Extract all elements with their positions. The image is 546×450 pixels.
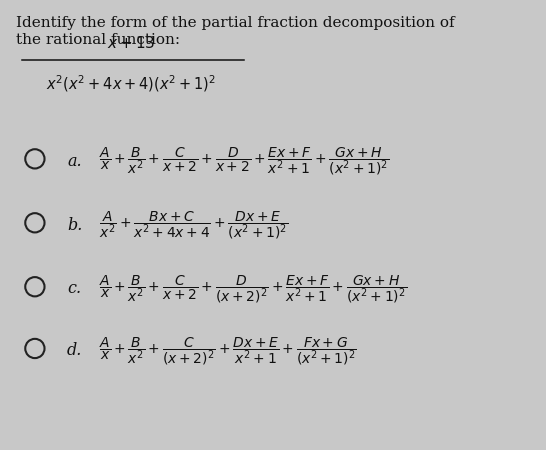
Text: Identify the form of the partial fraction decomposition of: Identify the form of the partial fractio… xyxy=(16,16,455,30)
Text: $\dfrac{A}{x} + \dfrac{B}{x^2} + \dfrac{C}{x+2} + \dfrac{D}{(x+2)^2} + \dfrac{Ex: $\dfrac{A}{x} + \dfrac{B}{x^2} + \dfrac{… xyxy=(99,273,407,305)
Text: the rational function:: the rational function: xyxy=(16,33,180,47)
Text: $\dfrac{A}{x} + \dfrac{B}{x^2} + \dfrac{C}{x+2} + \dfrac{D}{x+2} + \dfrac{Ex+F}{: $\dfrac{A}{x} + \dfrac{B}{x^2} + \dfrac{… xyxy=(99,145,390,177)
Text: $\dfrac{A}{x} + \dfrac{B}{x^2} + \dfrac{C}{(x+2)^2} + \dfrac{Dx+E}{x^2+1} + \dfr: $\dfrac{A}{x} + \dfrac{B}{x^2} + \dfrac{… xyxy=(99,335,357,367)
Text: $x^2(x^2+4x+4)(x^2+1)^2$: $x^2(x^2+4x+4)(x^2+1)^2$ xyxy=(46,73,216,94)
Text: b.: b. xyxy=(67,216,82,234)
Text: c.: c. xyxy=(67,280,81,297)
Text: a.: a. xyxy=(67,153,81,170)
Text: $x+13$: $x+13$ xyxy=(107,35,156,51)
Text: $\dfrac{A}{x^2} + \dfrac{Bx+C}{x^2+4x+4} + \dfrac{Dx+E}{(x^2+1)^2}$: $\dfrac{A}{x^2} + \dfrac{Bx+C}{x^2+4x+4}… xyxy=(99,209,289,241)
Text: d.: d. xyxy=(67,342,82,359)
